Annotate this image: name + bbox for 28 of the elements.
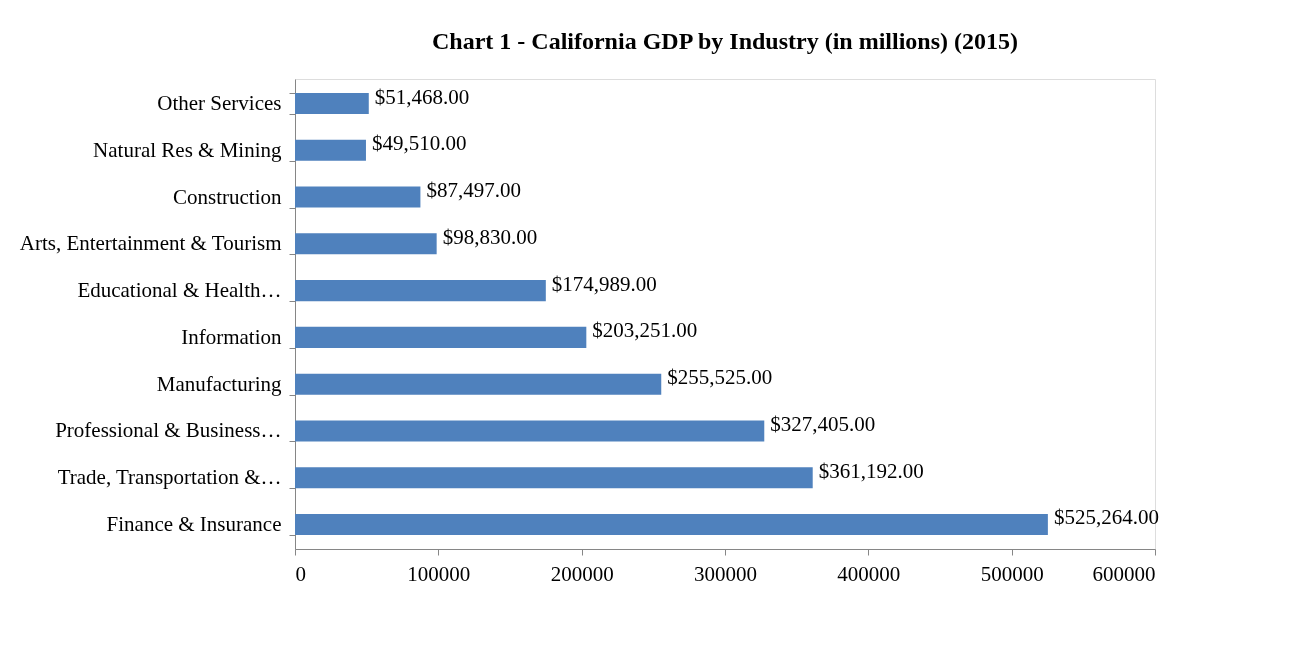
- data-label: $98,830.00: [442, 224, 538, 249]
- x-tick-label: 400000: [837, 561, 901, 586]
- y-tick-label: Educational & Health…: [77, 278, 282, 303]
- x-tick-label: 100000: [407, 561, 471, 586]
- data-label: $203,251.00: [592, 318, 698, 343]
- y-tick-label: Other Services: [157, 91, 282, 116]
- data-label: $525,264.00: [1053, 505, 1159, 530]
- data-label: $361,192.00: [818, 458, 924, 483]
- y-tick-label: Trade, Transportation &…: [57, 465, 282, 490]
- y-tick-label: Professional & Business…: [55, 418, 282, 443]
- data-label: $327,405.00: [770, 411, 876, 436]
- y-tick-label: Information: [181, 324, 282, 349]
- data-label: $51,468.00: [374, 84, 470, 109]
- data-label: $255,525.00: [667, 365, 773, 390]
- y-tick-label: Manufacturing: [156, 371, 282, 396]
- x-tick-label: 200000: [550, 561, 614, 586]
- x-tick-label: 300000: [694, 561, 757, 586]
- x-tick-label: 600000: [1092, 561, 1156, 586]
- data-label: $174,989.00: [551, 271, 657, 296]
- y-tick-label: Construction: [173, 184, 282, 209]
- data-label: $87,497.00: [426, 178, 521, 203]
- y-tick-label: Finance & Insurance: [106, 511, 282, 536]
- x-tick-label: 500000: [980, 561, 1044, 586]
- x-tick-label: 0: [295, 561, 306, 586]
- chart-title: Chart 1 - California GDP by Industry (in millions) (2015): [431, 28, 1019, 54]
- data-label: $49,510.00: [371, 131, 467, 156]
- y-tick-label: Natural Res & Mining: [93, 137, 282, 162]
- y-tick-label: Arts, Entertainment & Tourism: [19, 231, 282, 256]
